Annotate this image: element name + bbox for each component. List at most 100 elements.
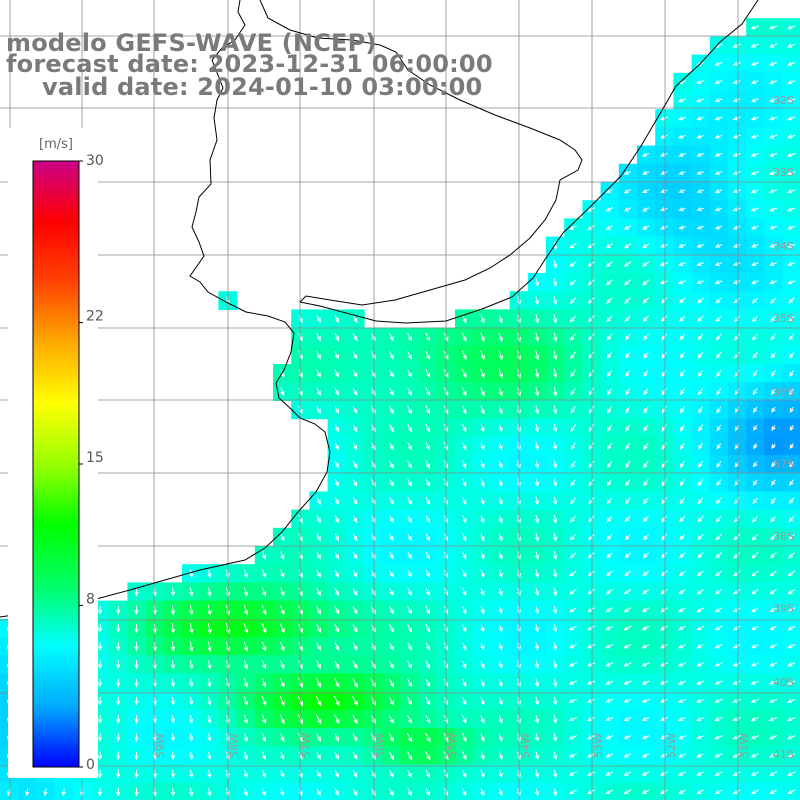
wind-arrow [570,479,576,487]
wind-arrow [407,569,412,578]
wind-arrow [334,788,339,797]
wind-arrow [696,98,705,103]
wind-arrow [388,369,394,378]
wind-arrow [407,515,412,523]
wind-arrow [261,641,267,652]
wind-arrow [388,351,394,360]
wind-arrow [679,315,686,323]
wind-arrow [407,787,412,797]
wind-arrow [316,514,321,524]
wind-arrow [569,333,577,341]
wind-arrow [243,751,248,761]
wind-arrow [534,787,540,797]
wind-arrow [480,751,485,761]
wind-arrow [280,387,285,397]
wind-arrow [623,189,632,194]
wind-arrow [659,243,668,248]
wind-arrow [425,496,430,505]
wind-arrow [370,660,376,670]
wind-arrow [170,787,176,797]
wind-arrow [462,460,467,469]
wind-arrow [623,261,632,267]
wind-arrow [553,332,558,343]
wind-arrow [316,751,321,760]
wind-arrow [732,189,741,194]
wind-arrow [534,642,540,651]
wind-arrow [606,406,613,414]
wind-arrow [679,515,686,523]
wind-arrow [752,351,758,359]
wind-arrow [568,662,577,667]
wind-arrow [642,189,650,193]
wind-arrow [498,678,503,688]
wind-arrow [534,678,540,688]
lon-label: 58W [228,733,241,758]
wind-arrow [587,753,596,758]
wind-arrow [716,424,722,432]
wind-arrow [661,497,667,505]
wind-arrow [770,369,777,377]
wind-arrow [553,387,558,397]
wind-arrow [588,369,595,378]
wind-arrow [732,789,741,795]
wind-arrow [587,643,596,649]
wind-arrow [679,424,685,432]
wind-arrow [425,405,430,415]
wind-arrow [751,552,759,559]
wind-arrow [553,496,558,506]
lon-label: 52W [665,733,678,758]
wind-arrow [207,604,212,616]
wind-arrow [389,496,394,505]
wind-arrow [587,279,595,286]
wind-arrow [733,297,741,304]
wind-arrow [553,405,558,415]
wind-arrow [697,515,704,523]
wind-arrow [462,624,467,633]
wind-arrow [334,369,340,378]
wind-arrow [587,207,596,212]
wind-arrow [768,207,778,212]
wind-arrow [553,478,558,488]
wind-arrow [696,643,705,649]
wind-arrow [480,769,485,779]
wind-arrow [732,771,741,776]
wind-arrow [586,662,596,667]
wind-arrow [243,769,248,779]
wind-arrow [389,569,394,578]
wind-arrow [97,660,103,670]
wind-arrow [787,116,796,121]
wind-arrow [407,387,412,396]
wind-arrow [641,680,650,685]
wind-arrow [534,733,540,743]
wind-arrow [679,497,686,505]
wind-arrow [425,714,431,724]
wind-arrow [696,134,705,139]
wind-arrow [280,733,285,743]
wind-arrow [641,789,650,795]
wind-arrow [352,460,358,469]
wind-arrow [770,497,777,505]
wind-arrow [587,607,595,613]
wind-arrow [588,333,595,341]
wind-arrow [97,696,103,706]
wind-arrow [553,514,558,524]
wind-arrow [134,733,139,742]
wind-arrow [750,43,759,48]
wind-arrow [678,753,687,758]
wind-arrow [534,314,540,324]
wind-arrow [605,570,613,577]
wind-arrow [553,278,558,287]
wind-arrow [188,696,194,706]
wind-arrow [569,625,577,631]
wind-arrow [407,587,412,596]
wind-arrow [696,735,705,740]
wind-arrow [771,461,776,468]
wind-arrow [714,170,723,175]
wind-arrow [768,698,778,703]
wind-arrow [714,588,723,595]
wind-arrow [624,279,632,286]
wind-arrow [425,460,431,469]
wind-arrow [771,388,776,395]
wind-arrow [425,387,431,397]
forecast-date: forecast date: 2023-12-31 06:00:00 [6,50,493,78]
